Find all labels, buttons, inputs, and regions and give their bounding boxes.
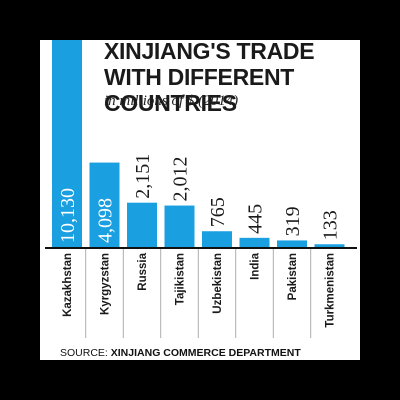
source-value: XINJIANG COMMERCE DEPARTMENT	[110, 347, 301, 359]
chart-card: 10,130 Kazakhstan 4,098 Kyrgyzstan 2,151 Russ…	[40, 40, 360, 360]
category-label: Turkmenistan	[325, 253, 337, 328]
value-label: 765	[207, 197, 229, 227]
value-label: 319	[282, 206, 304, 236]
bar-russia	[127, 202, 157, 247]
chart-title: XINJIANG'S TRADE WITH DIFFERENT COUNTRIE…	[104, 40, 315, 116]
category-label: Uzbekistan	[212, 253, 224, 314]
bar-turkmenistan	[314, 244, 345, 247]
category-label: Kyrgyzstan	[100, 253, 112, 315]
value-label: 445	[245, 204, 267, 234]
value-label: 2,151	[132, 154, 154, 199]
source-label: SOURCE:	[60, 347, 108, 359]
bar-india	[239, 237, 270, 247]
source-note: SOURCE: XINJIANG COMMERCE DEPARTMENT	[60, 347, 301, 359]
chart-baseline	[45, 247, 357, 249]
category-label: Tajikistan	[175, 253, 187, 305]
bar-kyrgyzstan	[89, 162, 120, 247]
bar-uzbekistan	[202, 231, 232, 247]
chart-subtitle: in millions of $ (2014)	[104, 93, 239, 109]
value-label: 133	[320, 210, 342, 240]
value-label: 4,098	[95, 198, 117, 243]
bar-pakistan	[277, 240, 307, 247]
value-label: 10,130	[57, 188, 79, 243]
category-label: Pakistan	[287, 253, 299, 300]
bar-kazakhstan	[52, 40, 82, 248]
category-label: India	[250, 252, 262, 279]
value-label: 2,012	[170, 157, 192, 202]
bar-tajikistan	[164, 205, 195, 247]
category-label: Kazakhstan	[62, 253, 74, 317]
bar-chart: 10,130 Kazakhstan 4,098 Kyrgyzstan 2,151 Russ…	[52, 40, 345, 338]
category-label: Russia	[137, 252, 149, 290]
